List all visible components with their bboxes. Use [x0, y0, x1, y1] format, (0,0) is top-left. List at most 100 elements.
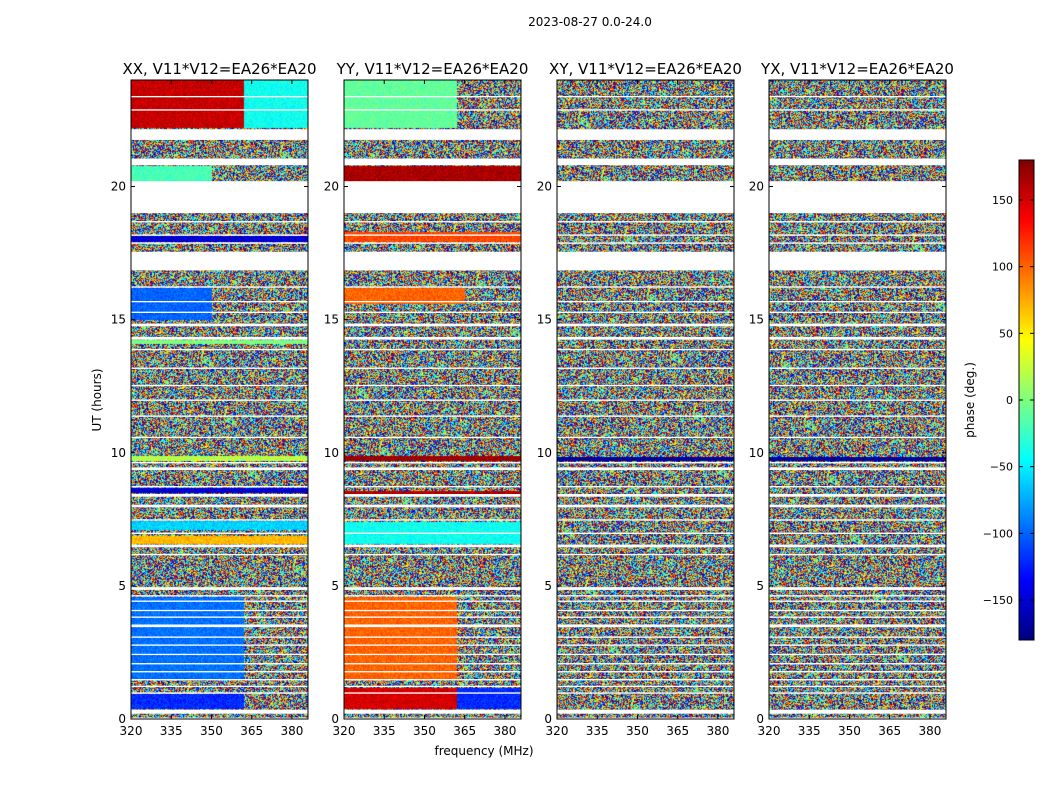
x-tick-label: 380 [493, 724, 516, 738]
no-data-gap [344, 95, 521, 98]
axes-frame [768, 79, 947, 720]
no-data-gap [769, 323, 946, 327]
no-data-gap [557, 494, 734, 497]
y-tick-label: 10 [324, 446, 339, 460]
no-data-gap [769, 600, 946, 602]
no-data-gap [557, 158, 734, 166]
no-data-gap [131, 486, 308, 488]
no-data-gap [769, 486, 946, 488]
y-tick-label: 0 [118, 712, 126, 726]
no-data-gap [344, 336, 521, 340]
no-data-gap [344, 311, 521, 313]
y-tick-label: 10 [537, 446, 552, 460]
no-data-gap [344, 671, 521, 673]
colorbar: 150 100 50 0 −50 −100 −150 [983, 159, 1035, 641]
no-data-gap [769, 436, 946, 439]
no-data-gap [769, 544, 946, 548]
x-tick-label: 365 [878, 724, 901, 738]
no-data-gap [131, 692, 308, 694]
no-data-gap [344, 636, 521, 638]
no-data-gap [557, 636, 734, 638]
x-tick-label: 335 [586, 724, 609, 738]
axes-frame [130, 79, 309, 720]
no-data-gap [769, 95, 946, 98]
no-data-gap [344, 494, 521, 497]
no-data-gap [769, 663, 946, 665]
no-data-gap [557, 323, 734, 327]
no-data-gap [344, 367, 521, 369]
no-data-gap [344, 587, 521, 590]
no-data-gap [344, 717, 521, 719]
no-data-gap [557, 467, 734, 471]
no-data-gap [557, 234, 734, 236]
no-data-gap [557, 311, 734, 313]
no-data-gap [344, 600, 521, 602]
no-data-gap [769, 595, 946, 597]
no-data-gap [557, 587, 734, 590]
no-data-gap [131, 644, 308, 646]
no-data-gap [769, 644, 946, 646]
no-data-gap [131, 519, 308, 521]
panel-title: XX, V11*V12=EA26*EA20 [122, 60, 316, 78]
y-tick-label: 5 [118, 579, 126, 593]
no-data-gap [344, 399, 521, 401]
no-data-gap [769, 221, 946, 223]
no-data-gap [344, 467, 521, 471]
no-data-gap [344, 158, 521, 166]
x-tick-label: 335 [160, 724, 183, 738]
x-tick-label: 365 [240, 724, 263, 738]
y-tick-label: 5 [544, 579, 552, 593]
x-tick-label: 365 [453, 724, 476, 738]
y-tick-label: 5 [331, 579, 339, 593]
y-tick-label: 0 [544, 712, 552, 726]
no-data-gap [131, 158, 308, 166]
no-data-gap [131, 399, 308, 401]
x-tick-label: 380 [918, 724, 941, 738]
no-data-gap [557, 181, 734, 214]
no-data-gap [344, 242, 521, 244]
x-tick-label: 320 [546, 724, 569, 738]
no-data-gap [131, 384, 308, 387]
colorbar-tick-label: −150 [983, 594, 1013, 607]
no-data-gap [769, 519, 946, 521]
panel-2: YY, V11*V12=EA26*EA20 320 335 350 365 380 0 5 10… [324, 60, 529, 738]
no-data-gap [557, 616, 734, 618]
x-tick-label: 365 [666, 724, 689, 738]
y-tick-label: 20 [749, 180, 764, 194]
no-data-gap [131, 436, 308, 439]
no-data-gap [131, 494, 308, 497]
no-data-gap [769, 685, 946, 688]
no-data-gap [557, 504, 734, 508]
no-data-gap [131, 553, 308, 556]
no-data-gap [557, 553, 734, 556]
y-tick-label: 15 [537, 313, 552, 327]
no-data-gap [131, 587, 308, 590]
no-data-gap [344, 553, 521, 556]
no-data-gap [131, 323, 308, 327]
no-data-gap [557, 286, 734, 288]
no-data-gap [769, 158, 946, 166]
panel-title: XY, V11*V12=EA26*EA20 [549, 60, 742, 78]
no-data-gap [131, 251, 308, 271]
no-data-gap [557, 679, 734, 681]
no-data-gap [131, 671, 308, 673]
no-data-gap [344, 679, 521, 681]
no-data-gap [131, 129, 308, 140]
colorbar-tick-label: 100 [992, 261, 1013, 274]
no-data-gap [557, 671, 734, 673]
no-data-gap [557, 663, 734, 665]
no-data-gap [557, 251, 734, 271]
no-data-gap [344, 436, 521, 439]
no-data-gap [769, 636, 946, 638]
no-data-gap [769, 415, 946, 417]
no-data-gap [344, 504, 521, 508]
no-data-gap [344, 348, 521, 351]
colorbar-tick-label: −50 [990, 461, 1013, 474]
no-data-gap [557, 221, 734, 223]
no-data-gap [557, 685, 734, 688]
no-data-gap [769, 129, 946, 140]
y-tick-label: 10 [749, 446, 764, 460]
colorbar-tick-label: 50 [999, 327, 1013, 340]
no-data-gap [344, 221, 521, 223]
no-data-gap [769, 242, 946, 244]
